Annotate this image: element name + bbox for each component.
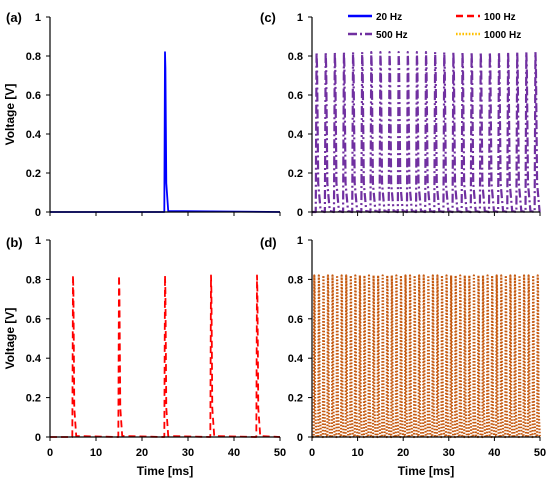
y-tick-label: 0.6: [26, 314, 41, 326]
legend-item: 100 Hz: [456, 12, 516, 23]
y-tick-label: 1: [297, 235, 303, 247]
y-tick-label: 0.6: [288, 314, 303, 326]
y-tick-label: 0: [297, 207, 303, 219]
x-tick-label: 20: [136, 447, 148, 459]
y-tick-label: 0: [297, 432, 303, 444]
x-tick-label: 40: [488, 447, 500, 459]
y-tick-label: 0.6: [288, 90, 303, 102]
x-tick-label: 0: [47, 447, 53, 459]
panel-letter: (c): [260, 10, 276, 25]
series-line-20hz: [50, 51, 281, 213]
y-tick-label: 0.4: [26, 353, 42, 365]
panel-c: 0 0.2 0.4 0.6 0.8 1 (c): [260, 10, 541, 219]
legend-label: 500 Hz: [376, 30, 408, 41]
legend-label: 20 Hz: [376, 12, 402, 23]
panel-letter: (b): [6, 235, 23, 250]
series-line-100hz: [50, 274, 281, 438]
legend-label: 100 Hz: [484, 12, 516, 23]
legend-item: 1000 Hz: [456, 30, 521, 41]
x-tick-label: 30: [182, 447, 194, 459]
x-tick-label: 50: [534, 447, 546, 459]
y-tick-label: 0.2: [288, 168, 303, 180]
y-tick-label: 0: [35, 432, 41, 444]
y-tick-label: 1: [297, 12, 303, 24]
y-tick-label: 0: [35, 207, 41, 219]
x-axis-title: Time [ms]: [137, 464, 193, 478]
x-tick-label: 10: [351, 447, 363, 459]
x-tick-label: 20: [397, 447, 409, 459]
y-tick-label: 0.4: [288, 353, 304, 365]
panel-letter: (a): [6, 10, 22, 25]
x-tick-label: 0: [309, 447, 315, 459]
legend: 20 Hz 100 Hz 500 Hz 1000 Hz: [348, 12, 521, 41]
legend-item: 20 Hz: [348, 12, 402, 23]
x-axis-title: Time [ms]: [398, 464, 454, 478]
y-tick-label: 0.8: [288, 51, 303, 63]
x-tick-label: 30: [443, 447, 455, 459]
y-tick-label: 0.2: [288, 393, 303, 405]
panel-a: 0 0.2 0.4 0.6 0.8 1 (a) Voltage [V]: [3, 10, 281, 219]
y-tick-label: 0.2: [26, 393, 41, 405]
y-tick-label: 1: [35, 12, 41, 24]
x-tick-label: 10: [90, 447, 102, 459]
y-tick-label: 0.4: [288, 129, 304, 141]
y-tick-label: 0.4: [26, 129, 42, 141]
y-axis-title: Voltage [V]: [3, 84, 17, 146]
panel-b: 00.20.40.60.810 10 20 30 40 50(b)Voltage [V]T…: [3, 235, 286, 478]
panel-letter: (d): [260, 235, 277, 250]
y-tick-label: 0.6: [26, 90, 41, 102]
y-tick-label: 1: [35, 235, 41, 247]
y-axis-title: Voltage [V]: [3, 308, 17, 370]
legend-item: 500 Hz: [348, 30, 408, 41]
series-line-1000hz: [312, 274, 542, 439]
legend-label: 1000 Hz: [484, 30, 521, 41]
y-tick-label: 0.2: [26, 168, 41, 180]
y-tick-label: 0.8: [288, 274, 303, 286]
x-tick-label: 50: [274, 447, 286, 459]
panel-d: 00.20.40.60.810 10 20 30 40 50(d)Time [ms]: [260, 235, 546, 478]
y-tick-label: 0.8: [26, 51, 41, 63]
x-tick-label: 40: [228, 447, 240, 459]
series-line-500hz: [312, 51, 541, 214]
y-tick-label: 0.8: [26, 274, 41, 286]
